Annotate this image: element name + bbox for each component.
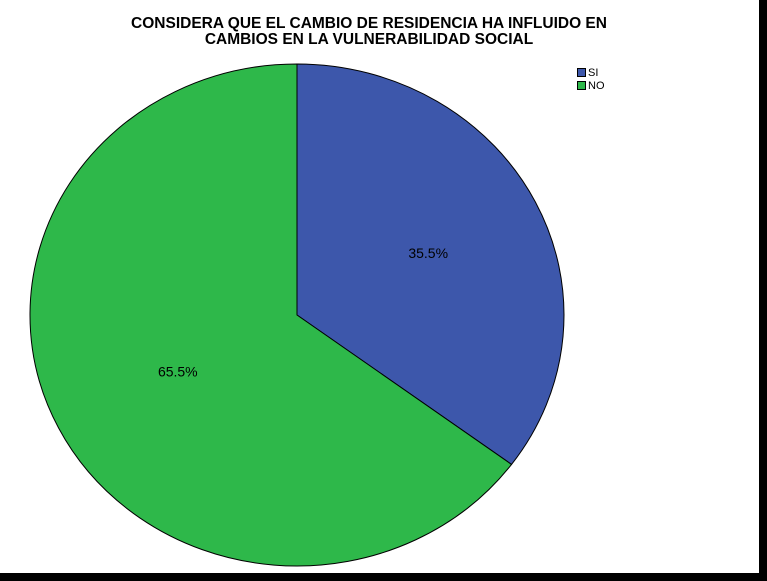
data-label-si: 35.5% <box>408 245 448 261</box>
data-label-no: 65.5% <box>158 364 198 380</box>
chart-title-line-2: CAMBIOS EN LA VULNERABILIDAD SOCIAL <box>204 31 534 48</box>
legend-swatch-si <box>577 68 586 77</box>
legend-swatch-no <box>577 81 586 90</box>
pie-slice-no <box>29 63 513 567</box>
pie-chart: 35.5% 65.5% <box>29 63 565 567</box>
chart-title: CONSIDERA QUE EL CAMBIO DE RESIDENCIA HA… <box>0 16 738 48</box>
legend-label-si: SI <box>588 66 599 79</box>
legend-item-no: NO <box>577 79 605 92</box>
chart-title-line-1: CONSIDERA QUE EL CAMBIO DE RESIDENCIA HA… <box>131 15 607 32</box>
legend-label-no: NO <box>588 79 605 92</box>
pie-slice-si <box>296 63 565 466</box>
legend: SI NO <box>577 66 605 92</box>
legend-item-si: SI <box>577 66 605 79</box>
